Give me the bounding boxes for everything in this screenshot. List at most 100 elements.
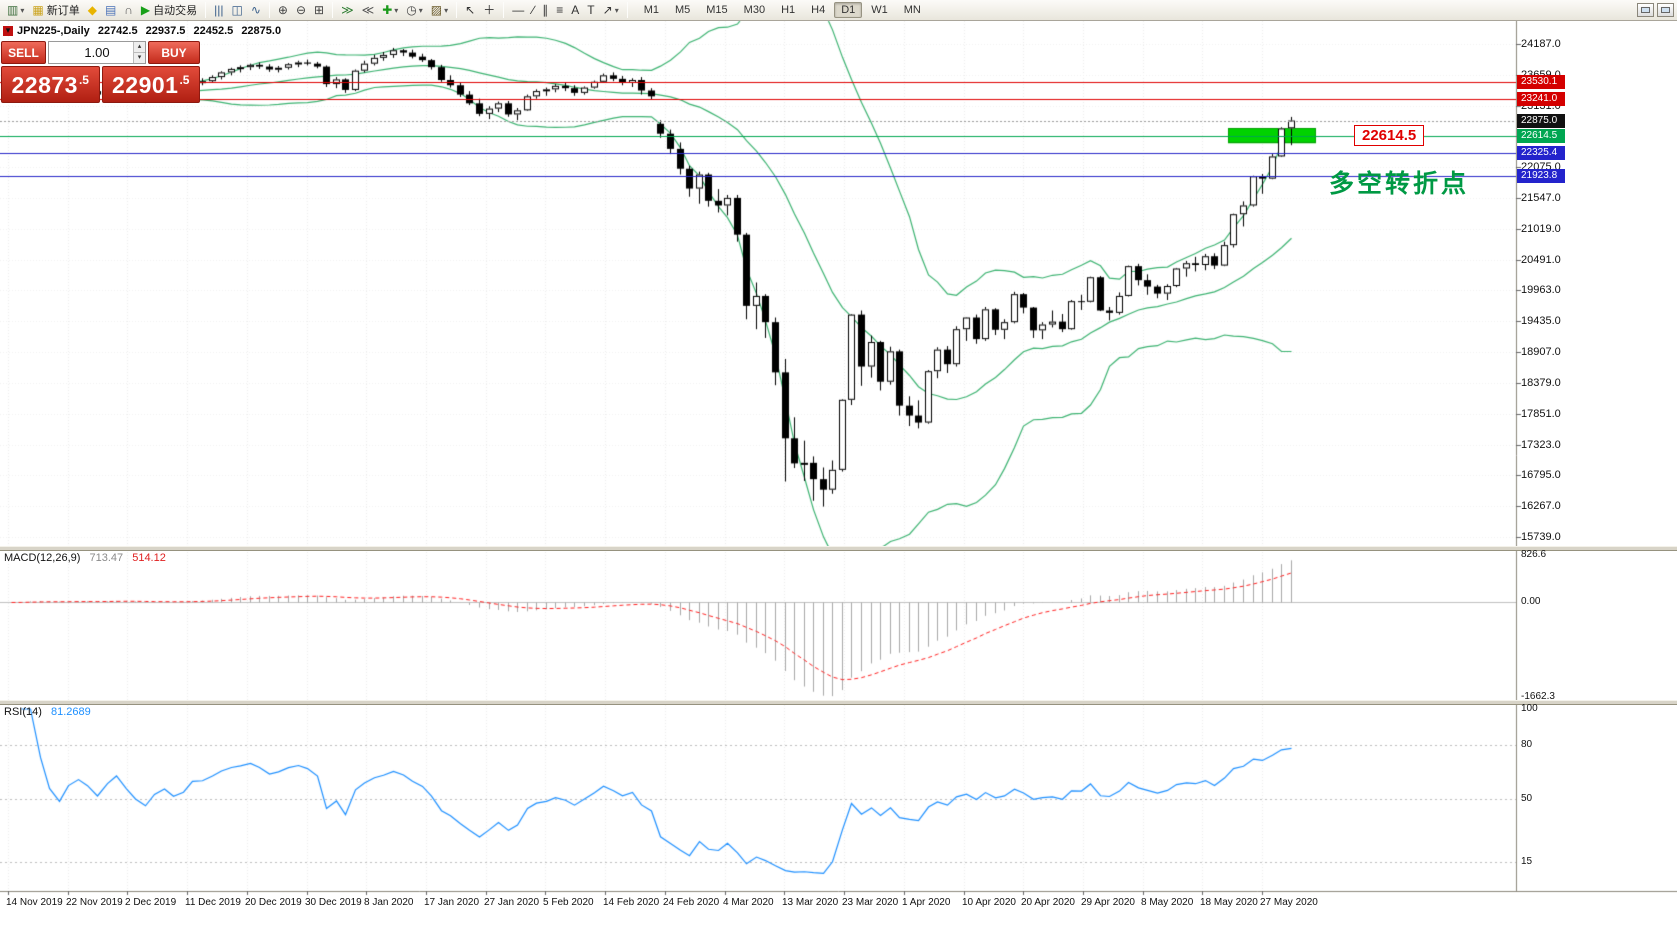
price-callout-label[interactable]: 22614.5 (1354, 125, 1425, 146)
window-tile-button[interactable] (1657, 3, 1674, 17)
trendline-icon: ∕ (532, 3, 535, 17)
window-cascade-button[interactable] (1637, 3, 1654, 17)
text-button[interactable]: A (568, 1, 582, 19)
line-chart-icon: ∿ (250, 3, 261, 17)
zoom-out-icon: ⊖ (295, 3, 307, 17)
timeframe-m30-button[interactable]: M30 (743, 4, 766, 16)
metaeditor-icon: ◆ (87, 3, 97, 17)
sell-button[interactable]: SELL (1, 41, 46, 64)
indicators-button[interactable]: ✚ ▾ (379, 1, 401, 19)
tile-windows-button[interactable]: ⊞ (311, 1, 327, 19)
auto-scroll-icon: ≫ (341, 3, 354, 17)
print-button[interactable]: ▤ (102, 1, 119, 19)
chevron-down-icon: ▾ (418, 5, 423, 15)
rsi-header: RSI(14) 81.2689 (4, 706, 91, 718)
crosshair-icon: ＋ (483, 3, 496, 17)
zoom-in-icon: ⊕ (277, 3, 288, 17)
text-label-button[interactable]: T (584, 1, 597, 19)
auto-trading-icon: ▶ (140, 3, 151, 17)
low-value: 22452.5 (193, 25, 234, 37)
timeframe-m1-button[interactable]: M1 (643, 4, 659, 16)
sell-price-main: 22873 (11, 72, 78, 98)
toolbar: ▥ ▾ ▦ 新订单 ◆ ▤ ∩ ▶ 自动交易 ||| ◫ ∿ ⊕ ⊖ ⊞ ≫ ≪ ✚ ▾ ◷ ▾ ▨ ▾ ↖ ＋ — ∕ ∥ ≡ A T ↗ ▾… (0, 0, 1677, 21)
volume-increase-button[interactable]: ▴ (134, 42, 145, 53)
chart-ohlc-header: JPN225-,Daily 22742.5 22937.5 22452.5 22… (17, 25, 286, 37)
volume-stepper[interactable]: 1.00 ▴ ▾ (48, 41, 146, 64)
volume-decrease-button[interactable]: ▾ (134, 53, 145, 63)
timeframe-d1-button[interactable]: D1 (834, 2, 863, 18)
macd-header: MACD(12,26,9) 713.47 514.12 (4, 552, 166, 564)
chart-shift-button[interactable]: ≪ (359, 1, 378, 19)
buy-button[interactable]: BUY (148, 41, 200, 64)
fibonacci-button[interactable]: ≡ (553, 1, 566, 19)
print-icon: ▤ (104, 3, 117, 17)
bar-chart-button[interactable]: ||| (211, 1, 226, 19)
horizontal-line-icon: — (512, 3, 525, 17)
oneclick-toggle-icon[interactable]: ▾ (3, 26, 13, 36)
macd-main-value: 713.47 (89, 552, 124, 564)
candlestick-chart-button[interactable]: ◫ (229, 1, 246, 19)
turning-point-note[interactable]: 多空转折点 (1329, 170, 1470, 198)
crosshair-button[interactable]: ＋ (480, 1, 498, 19)
sell-price-display: 22873 .5 (1, 66, 100, 103)
timeframe-m15-button[interactable]: M15 (706, 4, 728, 16)
templates-button[interactable]: ▨ ▾ (428, 1, 451, 19)
toolbar-separator (456, 2, 458, 18)
one-click-trading-panel: SELL 1.00 ▴ ▾ BUY 22873 .5 22901 .5 (1, 41, 200, 103)
new-chart-button[interactable]: ▥ ▾ (4, 1, 27, 19)
macd-signal-value: 514.12 (132, 552, 166, 564)
timeframe-w1-button[interactable]: W1 (871, 4, 888, 16)
timeframe-mn-button[interactable]: MN (903, 4, 921, 16)
trendline-button[interactable]: ∕ (529, 1, 537, 19)
channel-icon: ∥ (542, 3, 549, 17)
new-order-button[interactable]: ▦ 新订单 (29, 1, 82, 19)
line-chart-button[interactable]: ∿ (248, 1, 264, 19)
arrows-button[interactable]: ↗ ▾ (600, 1, 622, 19)
buy-price-main: 22901 (112, 72, 179, 98)
toolbar-separator (268, 2, 270, 18)
timeframe-h1-button[interactable]: H1 (781, 4, 796, 16)
channel-button[interactable]: ∥ (539, 1, 551, 19)
templates-icon: ▨ (430, 3, 443, 17)
close-value: 22875.0 (241, 25, 282, 37)
cursor-button[interactable]: ↖ (462, 1, 478, 19)
auto-trading-button[interactable]: ▶ 自动交易 (138, 1, 200, 19)
candlestick-chart-icon: ◫ (231, 3, 243, 17)
auto-scroll-button[interactable]: ≫ (338, 1, 357, 19)
symbol-period-label: JPN225-,Daily (17, 25, 90, 37)
bar-chart-icon: ||| (214, 3, 224, 17)
timeframe-h4-button[interactable]: H4 (811, 4, 826, 16)
buy-price-display: 22901 .5 (101, 66, 200, 103)
macd-label: MACD(12,26,9) (4, 552, 81, 564)
metaeditor-button[interactable]: ◆ (85, 1, 100, 19)
volume-spinner: ▴ ▾ (133, 42, 145, 63)
sell-price-frac: .5 (78, 73, 89, 87)
chevron-down-icon: ▾ (444, 5, 449, 15)
macd-panel-splitter[interactable] (0, 546, 1677, 551)
cursor-icon: ↖ (465, 3, 476, 17)
zoom-out-button[interactable]: ⊖ (293, 1, 309, 19)
zoom-in-button[interactable]: ⊕ (275, 1, 291, 19)
support-icon: ∩ (124, 3, 133, 17)
collapse-arrow-icon: ▾ (5, 25, 11, 35)
timeframe-m5-button[interactable]: M5 (674, 4, 691, 16)
support-button[interactable]: ∩ (121, 1, 136, 19)
volume-value: 1.00 (84, 45, 110, 60)
new-order-label: 新订单 (46, 5, 80, 17)
new-chart-icon: ▥ (7, 3, 19, 17)
high-value: 22937.5 (145, 25, 186, 37)
rsi-panel-splitter[interactable] (0, 700, 1677, 705)
indicators-icon: ✚ (382, 3, 393, 17)
chevron-down-icon: ▾ (394, 5, 399, 15)
buy-price-frac: .5 (179, 73, 190, 87)
tile-windows-icon: ⊞ (314, 3, 325, 17)
toolbar-separator (626, 2, 628, 18)
horizontal-line-button[interactable]: — (509, 1, 527, 19)
timeframe-bar: M1 M5 M15 M30 H1 H4 D1 W1 MN (636, 2, 929, 18)
chevron-down-icon: ▾ (614, 5, 619, 15)
periods-button[interactable]: ◷ ▾ (403, 1, 426, 19)
text-icon: A (571, 3, 580, 17)
chevron-down-icon: ▾ (20, 5, 25, 15)
